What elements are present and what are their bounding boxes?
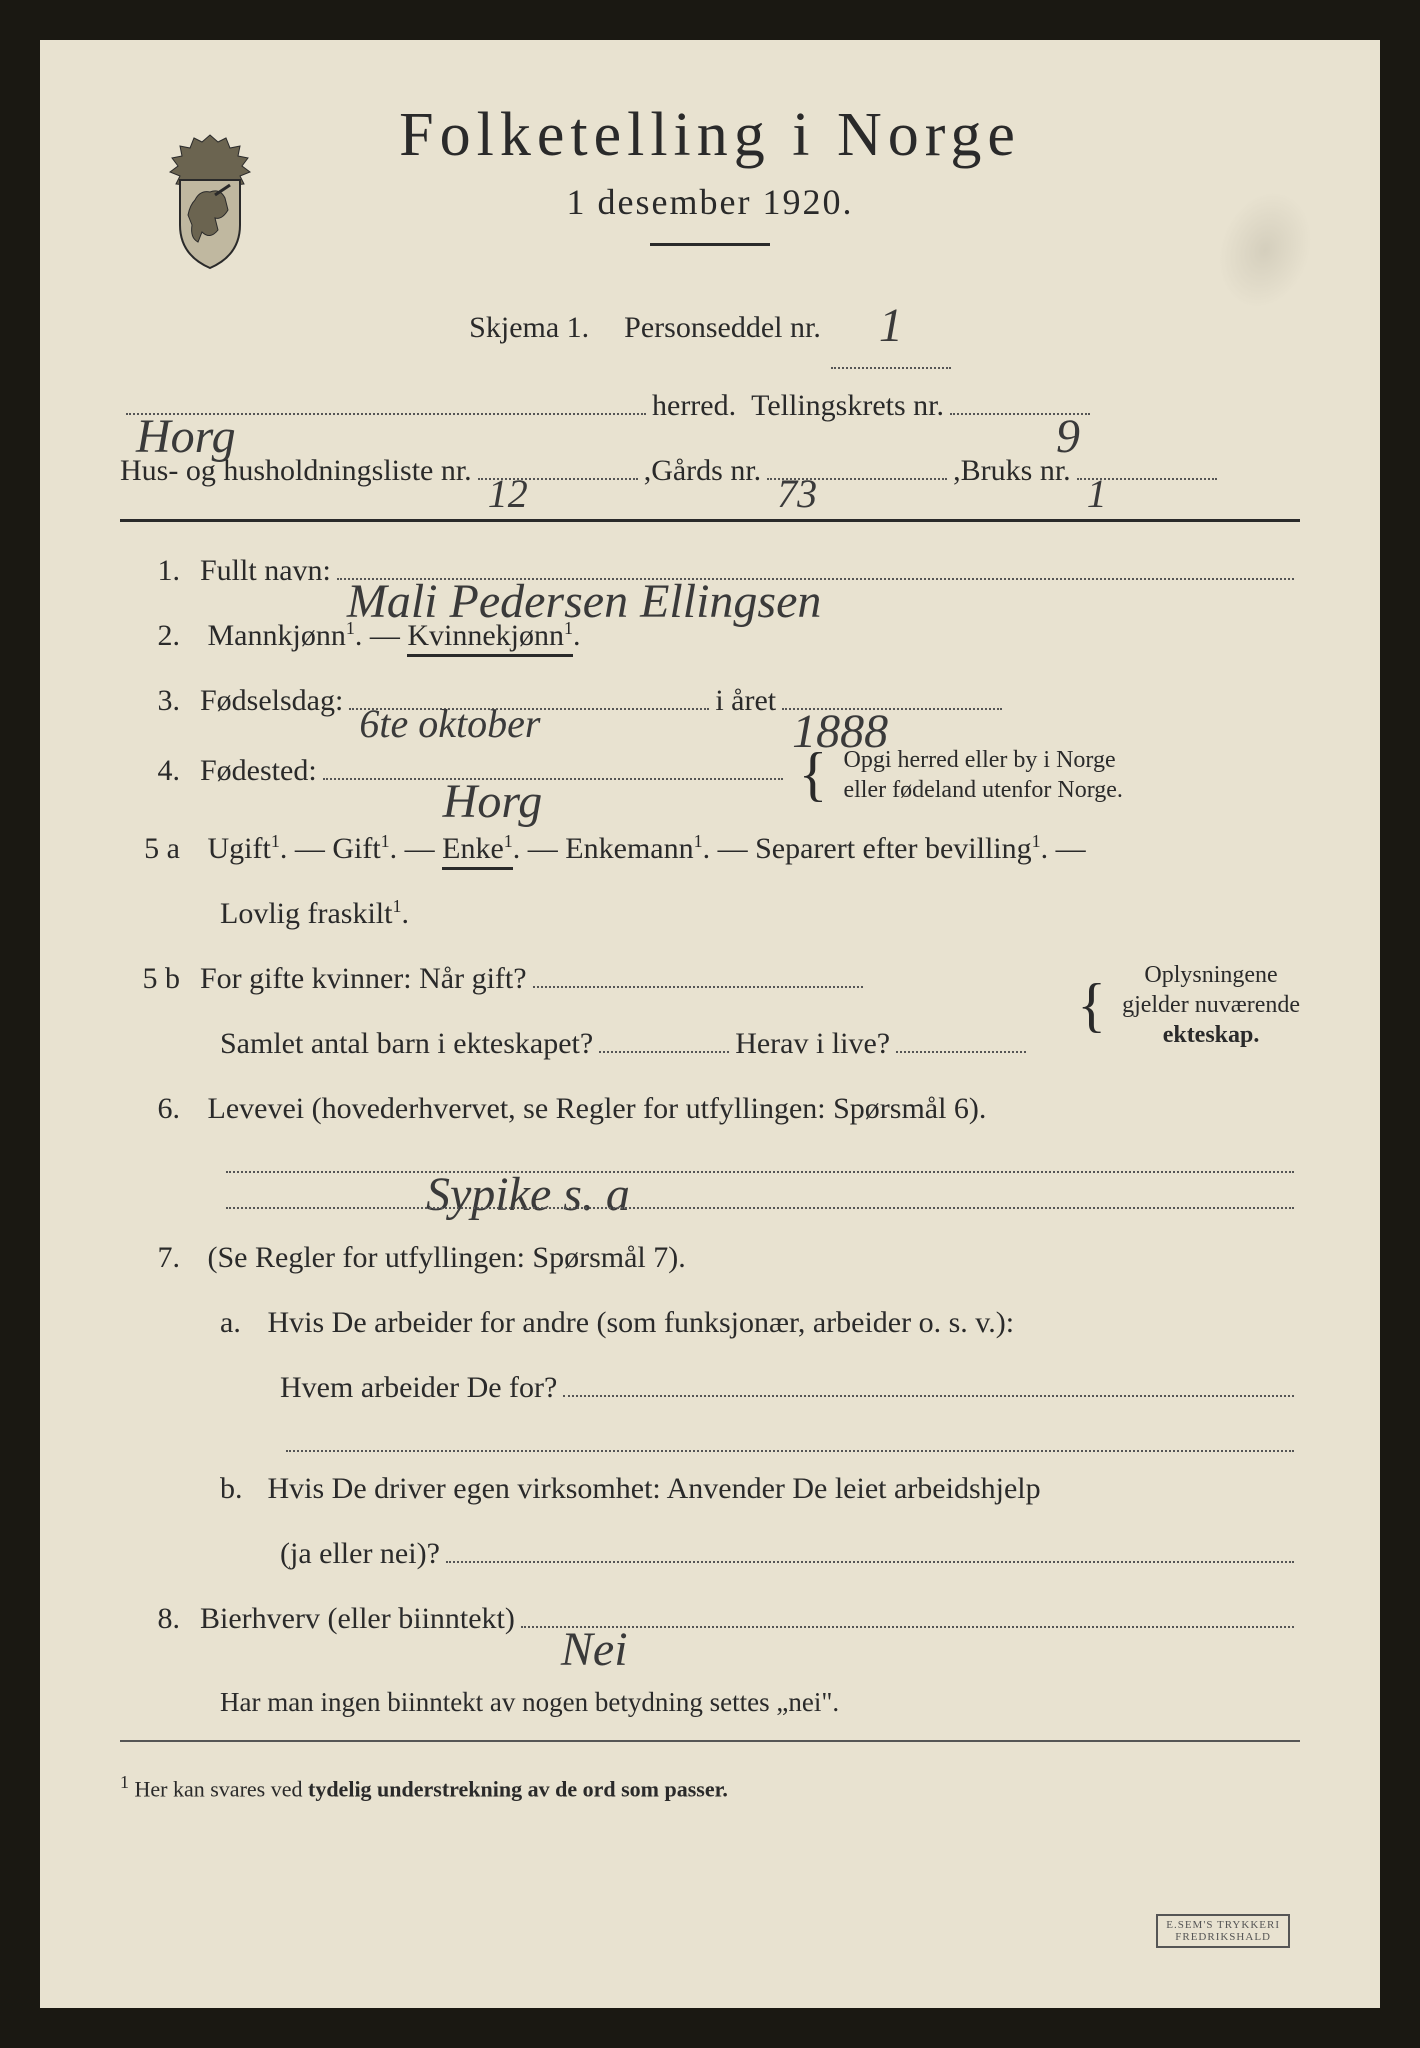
q7a-line1: a. Hvis De arbeider for andre (som funks… — [120, 1294, 1300, 1351]
q1-num: 1. — [120, 542, 180, 599]
q2-num: 2. — [120, 607, 180, 664]
q6-num: 6. — [120, 1080, 180, 1137]
q4-line: 4. Fødested: Horg { Opgi herred eller by… — [120, 737, 1300, 812]
q5b-label-a: For gifte kvinner: Når gift? — [200, 950, 527, 1007]
q5a-gift: Gift1. — [332, 832, 397, 865]
bruks-field: 1 — [1077, 452, 1217, 480]
q8-line: 8. Bierhverv (eller biinntekt) Nei — [120, 1590, 1300, 1647]
personseddel-value: 1 — [831, 276, 951, 369]
q7-num: 7. — [120, 1229, 180, 1286]
footnote-text: Her kan svares ved tydelig understreknin… — [135, 1777, 728, 1802]
tellingskrets-label: Tellingskrets nr. — [751, 377, 944, 434]
title-rule — [650, 243, 770, 246]
norway-coat-of-arms-icon — [160, 130, 260, 270]
q5b-label-b: Samlet antal barn i ekteskapet? — [220, 1015, 593, 1072]
q5b-line2: Samlet antal barn i ekteskapet? Herav i … — [120, 1015, 1300, 1072]
skjema-line: Skjema 1. Personseddel nr. 1 — [120, 276, 1300, 369]
herred-label: herred. — [652, 377, 736, 434]
q3-day-field: 6te oktober — [349, 682, 709, 710]
q1-label: Fullt navn: — [200, 542, 331, 599]
q6-line: 6. Levevei (hovederhvervet, se Regler fo… — [120, 1080, 1300, 1137]
gards-field: 73 — [767, 452, 947, 480]
q7b-line2: (ja eller nei)? — [120, 1525, 1300, 1582]
footnote: 1 Her kan svares ved tydelig understrekn… — [120, 1772, 1300, 1802]
q7a-line3 — [120, 1424, 1300, 1452]
q5b-live-field — [896, 1025, 1026, 1053]
q1-line: 1. Fullt navn: Mali Pedersen Ellingsen — [120, 542, 1300, 599]
q7b-text1: Hvis De driver egen virksomhet: Anvender… — [268, 1472, 1041, 1505]
footnote-rule — [120, 1740, 1300, 1742]
main-title: Folketelling i Norge — [120, 100, 1300, 171]
q3-label: Fødselsdag: — [200, 672, 343, 729]
q5a-enke: Enke1 — [442, 832, 513, 870]
personseddel-label: Personseddel nr. — [624, 299, 821, 356]
q4-label: Fødested: — [200, 742, 317, 799]
q7b-line1: b. Hvis De driver egen virksomhet: Anven… — [120, 1460, 1300, 1517]
q7a-num: a. — [220, 1294, 260, 1351]
q7a-field — [563, 1369, 1294, 1397]
q6-field-2 — [226, 1181, 1294, 1209]
divider-1 — [120, 519, 1300, 522]
q7b-text2: (ja eller nei)? — [280, 1525, 440, 1582]
footer-hint: Har man ingen biinntekt av nogen betydni… — [120, 1677, 1300, 1728]
q3-num: 3. — [120, 672, 180, 729]
q5b-line1: 5 b For gifte kvinner: Når gift? { Oplys… — [120, 950, 1300, 1007]
q7-line: 7. (Se Regler for utfyllingen: Spørsmål … — [120, 1229, 1300, 1286]
q5a-fraskilt: Lovlig fraskilt1. — [220, 897, 409, 930]
q5b-label-c: Herav i live? — [735, 1015, 890, 1072]
q7b-num: b. — [220, 1460, 260, 1517]
header-block: Folketelling i Norge 1 desember 1920. — [120, 100, 1300, 246]
q6-field-line2 — [120, 1181, 1300, 1209]
q3-year-field: 1888 — [782, 682, 1002, 710]
subtitle: 1 desember 1920. — [120, 181, 1300, 223]
q7a-field-2 — [286, 1424, 1294, 1452]
q6-field: Sypike s. a — [226, 1145, 1294, 1173]
husliste-line: Hus- og husholdningsliste nr. 12 , Gårds… — [120, 442, 1300, 499]
herred-line: Horg herred. Tellingskrets nr. 9 — [120, 377, 1300, 434]
q5a-num: 5 a — [120, 820, 180, 877]
q4-field: Horg — [323, 752, 783, 780]
herred-field: Horg — [126, 387, 646, 415]
q5b-gift-field — [533, 960, 863, 988]
q6-field-line: Sypike s. a — [120, 1145, 1300, 1173]
q3-line: 3. Fødselsdag: 6te oktober i året 1888 — [120, 672, 1300, 729]
q4-num: 4. — [120, 742, 180, 799]
q8-num: 8. — [120, 1590, 180, 1647]
q2-option-mann: Mannkjønn1. — [208, 619, 363, 652]
q6-label: Levevei (hovederhvervet, se Regler for u… — [208, 1092, 987, 1125]
q1-field: Mali Pedersen Ellingsen — [337, 552, 1294, 580]
q4-note: { Opgi herred eller by i Norge eller fød… — [789, 737, 1123, 812]
q5a-line: 5 a Ugift1. — Gift1. — Enke1. — Enkemann… — [120, 820, 1300, 877]
printer-stamp: E.SEM'S TRYKKERI FREDRIKSHALD — [1156, 1914, 1290, 1948]
husliste-label: Hus- og husholdningsliste nr. — [120, 442, 472, 499]
q7a-text1: Hvis De arbeider for andre (som funksjon… — [268, 1306, 1015, 1339]
husliste-field: 12 — [478, 452, 638, 480]
q5b-barn-field — [599, 1025, 729, 1053]
q7a-line2: Hvem arbeider De for? — [120, 1359, 1300, 1416]
q5a-line2: Lovlig fraskilt1. — [120, 885, 1300, 942]
q5a-enkemann: Enkemann1. — [565, 832, 710, 865]
q3-year-label: i året — [715, 672, 776, 729]
bruks-label: Bruks nr. — [961, 442, 1071, 499]
q2-option-kvinne: Kvinnekjønn1 — [407, 619, 573, 657]
tellingskrets-field: 9 — [950, 387, 1090, 415]
q7a-text2: Hvem arbeider De for? — [280, 1359, 557, 1416]
q5a-separert: Separert efter bevilling1. — [755, 832, 1048, 865]
q7-label: (Se Regler for utfyllingen: Spørsmål 7). — [208, 1241, 686, 1274]
q7b-field — [446, 1535, 1294, 1563]
skjema-label: Skjema 1. — [469, 299, 589, 356]
q8-label: Bierhverv (eller biinntekt) — [200, 1590, 515, 1647]
gards-label: Gårds nr. — [651, 442, 761, 499]
q2-line: 2. Mannkjønn1. — Kvinnekjønn1. — [120, 607, 1300, 664]
q5a-ugift: Ugift1. — [208, 832, 288, 865]
q8-field: Nei — [521, 1600, 1294, 1628]
q5b-num: 5 b — [120, 950, 180, 1007]
census-form-page: Folketelling i Norge 1 desember 1920. Sk… — [0, 0, 1420, 2048]
